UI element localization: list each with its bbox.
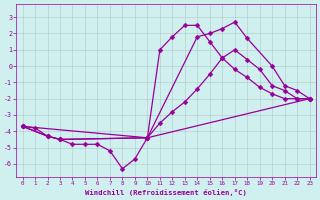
X-axis label: Windchill (Refroidissement éolien,°C): Windchill (Refroidissement éolien,°C) [85, 189, 247, 196]
